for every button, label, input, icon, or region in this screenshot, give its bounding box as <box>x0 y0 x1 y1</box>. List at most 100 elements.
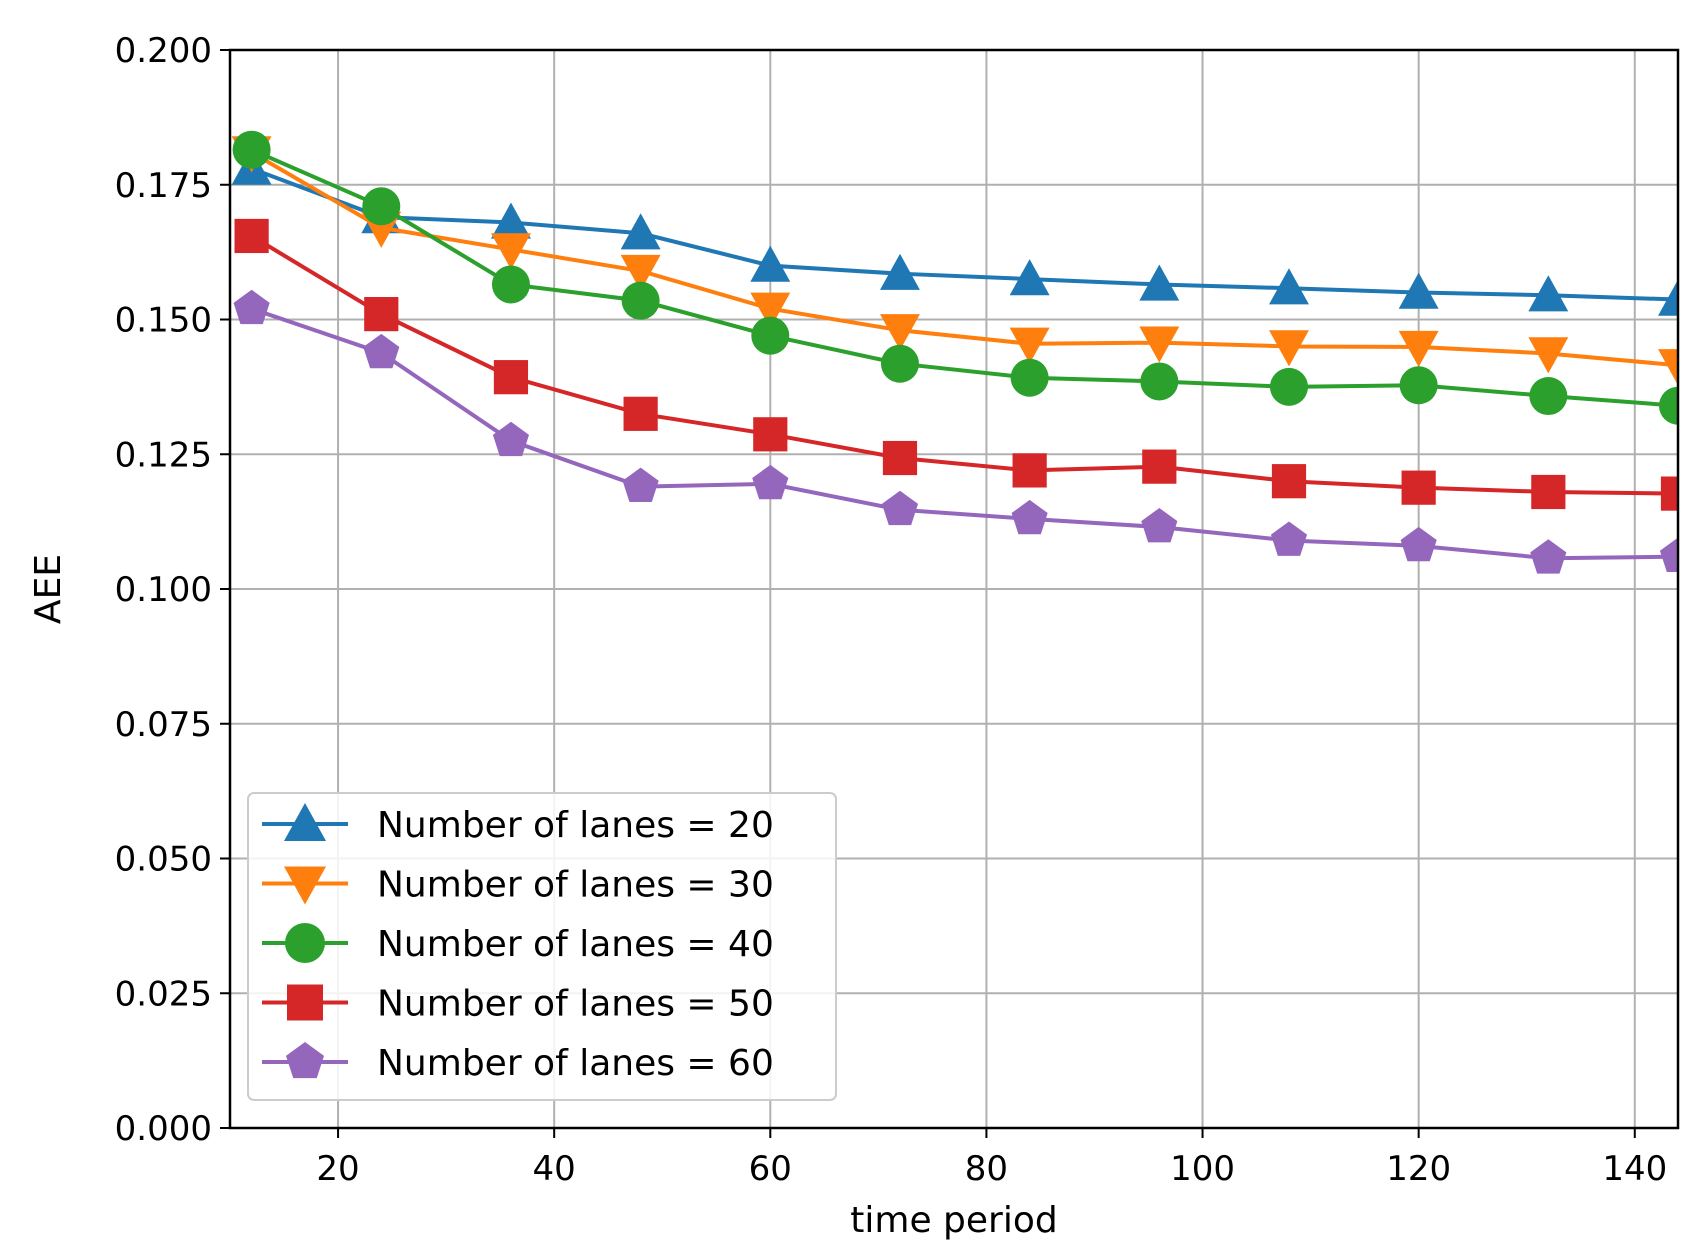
circle-marker <box>1529 377 1568 416</box>
circle-marker <box>285 923 325 963</box>
legend-entry: Number of lanes = 50 <box>262 984 774 1025</box>
legend-label: Number of lanes = 30 <box>377 865 774 906</box>
pentagon-marker <box>492 421 530 457</box>
y-tick-label: 0.125 <box>115 435 212 475</box>
triangle-down-marker <box>750 292 791 329</box>
pentagon-marker <box>363 333 400 369</box>
x-tick-label: 20 <box>316 1149 359 1189</box>
x-tick-label: 100 <box>1170 1149 1235 1189</box>
square-marker <box>364 297 399 332</box>
circle-marker <box>232 130 271 169</box>
triangle-down-marker <box>1009 327 1050 364</box>
triangle-up-marker <box>1398 272 1439 309</box>
triangle-up-marker <box>1658 279 1678 316</box>
axis-ticks: 20 40 60 80 100 120 140 0.000 0.025 0.050 0.075 0.1… <box>115 31 1668 1189</box>
series-line <box>250 166 1678 302</box>
series-5 <box>233 289 1678 574</box>
x-tick-label: 120 <box>1386 1149 1451 1189</box>
circle-marker <box>880 344 919 383</box>
triangle-down-marker <box>1139 326 1180 363</box>
series-line <box>250 147 1678 408</box>
circle-marker <box>491 265 530 304</box>
y-tick-label: 0.050 <box>115 840 212 880</box>
circle-marker <box>1269 367 1308 406</box>
square-marker <box>1531 474 1566 510</box>
x-axis-label: time period <box>850 1200 1057 1241</box>
square-marker <box>1012 453 1047 488</box>
pentagon-marker <box>285 1042 325 1079</box>
y-tick-label: 0.025 <box>115 974 212 1014</box>
pentagon-marker <box>1530 539 1567 574</box>
square-marker <box>882 440 918 476</box>
triangle-down-marker <box>491 233 531 270</box>
pentagon-marker <box>1659 537 1678 573</box>
triangle-up-marker <box>1269 268 1309 305</box>
pentagon-marker <box>881 490 919 526</box>
series-3 <box>232 130 1678 425</box>
x-tick-label: 60 <box>749 1149 792 1189</box>
circle-marker <box>362 187 401 226</box>
y-tick-label: 0.150 <box>115 301 212 341</box>
triangle-up-marker <box>1528 275 1569 312</box>
triangle-down-marker <box>880 314 920 351</box>
pentagon-marker <box>233 289 270 325</box>
triangle-up-marker <box>880 253 920 290</box>
circle-marker <box>1399 366 1438 405</box>
triangle-up-marker <box>620 213 661 250</box>
pentagon-marker <box>752 464 789 500</box>
y-tick-label: 0.175 <box>115 166 212 206</box>
square-marker <box>493 360 529 395</box>
legend-label: Number of lanes = 40 <box>377 924 774 965</box>
square-marker <box>1401 470 1436 505</box>
triangle-up-marker <box>1139 264 1180 301</box>
triangle-up-marker <box>284 803 326 841</box>
circle-marker <box>621 281 660 320</box>
legend-entry: Number of lanes = 40 <box>262 923 774 965</box>
x-tick-label: 40 <box>533 1149 576 1189</box>
circle-marker <box>1010 358 1049 397</box>
y-tick-label: 0.100 <box>115 570 212 610</box>
x-tick-label: 140 <box>1602 1149 1667 1189</box>
pentagon-marker <box>1270 521 1308 556</box>
series-line <box>250 150 1678 368</box>
triangle-up-marker <box>491 202 531 239</box>
legend-label: Number of lanes = 20 <box>377 805 774 846</box>
pentagon-marker <box>1011 499 1048 535</box>
y-tick-label: 0.075 <box>115 705 212 745</box>
circle-marker <box>751 316 790 355</box>
triangle-down-marker <box>1269 330 1309 367</box>
series-layer <box>231 130 1678 574</box>
square-marker <box>753 417 788 452</box>
circle-marker <box>1140 362 1179 401</box>
legend-label: Number of lanes = 60 <box>377 1043 774 1084</box>
y-tick-label: 0.200 <box>115 31 212 71</box>
square-marker <box>623 396 658 431</box>
legend-box <box>247 792 837 1101</box>
pentagon-marker <box>1141 508 1178 543</box>
legend-label: Number of lanes = 50 <box>377 984 774 1025</box>
triangle-down-marker <box>1658 349 1678 386</box>
square-marker <box>1271 464 1307 499</box>
series-line <box>250 306 1678 561</box>
legend-entry: Number of lanes = 60 <box>262 1042 774 1084</box>
pentagon-marker <box>622 467 659 502</box>
circle-marker <box>1659 386 1678 425</box>
series-line <box>250 234 1678 496</box>
x-tick-label: 80 <box>965 1149 1008 1189</box>
triangle-down-marker <box>1398 330 1439 367</box>
y-axis-label: AEE <box>28 554 69 624</box>
legend: Number of lanes = 20 Number of lanes = 30… <box>247 792 837 1101</box>
square-marker <box>1142 449 1177 484</box>
square-marker <box>287 984 323 1021</box>
triangle-down-marker <box>1528 337 1569 374</box>
square-marker <box>234 218 269 254</box>
series-4 <box>234 218 1678 511</box>
legend-entry: Number of lanes = 20 <box>262 803 774 846</box>
legend-entry: Number of lanes = 30 <box>262 865 774 906</box>
y-tick-label: 0.000 <box>115 1109 212 1149</box>
square-marker <box>1660 476 1678 511</box>
triangle-up-marker <box>1009 259 1050 296</box>
triangle-down-marker <box>620 254 661 291</box>
triangle-down-marker <box>284 866 326 905</box>
